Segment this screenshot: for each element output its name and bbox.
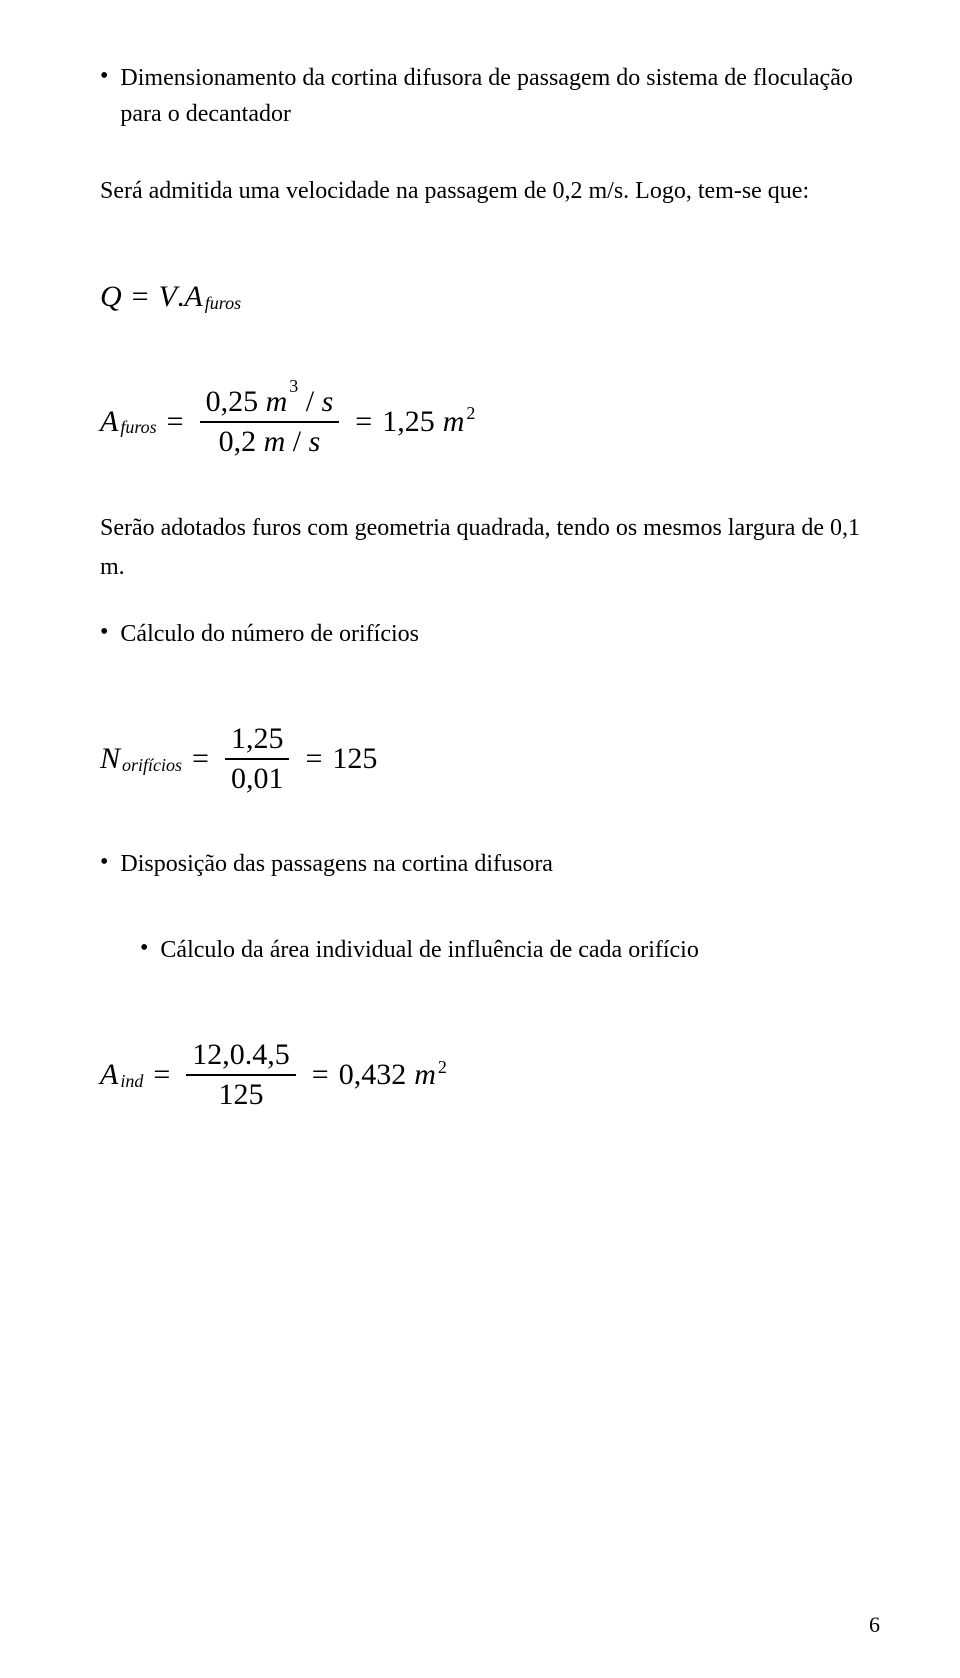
eq3-bar — [225, 758, 290, 760]
eq2-res-exp: 2 — [466, 403, 475, 424]
eq2-den: 0,2 m / s — [213, 425, 327, 459]
para-s1-2: Serão adotados furos com geometria quadr… — [100, 509, 880, 586]
eq4-bar — [186, 1074, 296, 1076]
eq4-equals1: = — [153, 1058, 170, 1092]
eq2-num-per: / — [306, 385, 314, 418]
eq3-result: 125 — [332, 742, 377, 776]
equation-afuros: A furos = 0,25 m3 / s 0,2 m / s = 1,25 m… — [100, 384, 880, 459]
bullet-s1: • Dimensionamento da cortina difusora de… — [100, 60, 880, 132]
eq4-den: 125 — [213, 1078, 270, 1112]
eq4-res-exp: 2 — [438, 1057, 447, 1078]
eq2-lhs-sub: furos — [120, 417, 156, 438]
eq1-equals: = — [132, 280, 149, 314]
eq1-v: V — [159, 280, 177, 314]
eq2-res-m: m — [443, 405, 465, 439]
eq2-fraction: 0,25 m3 / s 0,2 m / s — [200, 384, 340, 459]
eq2-den-val: 0,2 — [219, 425, 257, 458]
equation-norificios: N orifícios = 1,25 0,01 = 125 — [100, 722, 880, 796]
eq2-den-m: m — [264, 425, 286, 458]
eq4-lhs-var: A — [100, 1058, 118, 1092]
eq1-a: A — [184, 280, 202, 314]
eq4-res-val: 0,432 — [339, 1058, 407, 1092]
page-number: 6 — [869, 1612, 880, 1638]
eq2-equals2: = — [355, 405, 372, 439]
eq3-num: 1,25 — [225, 722, 290, 756]
eq2-bar — [200, 421, 340, 423]
bullet-dot-icon: • — [100, 618, 108, 647]
bullet-s2: • Cálculo do número de orifícios — [100, 616, 880, 652]
equation-aind: A ind = 12,0.4,5 125 = 0,432 m2 — [100, 1038, 880, 1112]
eq3-den: 0,01 — [225, 762, 290, 796]
eq3-lhs-var: N — [100, 742, 120, 776]
eq4-equals2: = — [312, 1058, 329, 1092]
eq2-den-per: / — [293, 425, 301, 458]
eq2-equals1: = — [167, 405, 184, 439]
eq2-num-exp: 3 — [289, 376, 298, 396]
eq1-lhs: Q — [100, 280, 122, 314]
bullet-s3: • Disposição das passagens na cortina di… — [100, 846, 880, 882]
bullet-s4: • Cálculo da área individual de influênc… — [140, 932, 880, 968]
bullet-dot-icon: • — [100, 848, 108, 877]
eq2-num-s: s — [322, 385, 334, 418]
eq2-res-val: 1,25 — [382, 405, 435, 439]
eq3-equals1: = — [192, 742, 209, 776]
eq2-num: 0,25 m3 / s — [200, 384, 340, 419]
eq2-den-s: s — [309, 425, 321, 458]
eq2-lhs-var: A — [100, 405, 118, 439]
bullet-s3-text: Disposição das passagens na cortina difu… — [120, 846, 553, 882]
eq2-num-val: 0,25 — [206, 385, 259, 418]
bullet-dot-icon: • — [100, 62, 108, 91]
equation-q-vafuros: Q = V . A furos — [100, 280, 880, 314]
para-s1-1: Será admitida uma velocidade na passagem… — [100, 172, 880, 210]
eq4-lhs-sub: ind — [120, 1071, 143, 1092]
eq4-num: 12,0.4,5 — [186, 1038, 296, 1072]
eq3-lhs-sub: orifícios — [122, 755, 182, 776]
page: • Dimensionamento da cortina difusora de… — [0, 0, 960, 1678]
bullet-s2-text: Cálculo do número de orifícios — [120, 616, 419, 652]
eq1-a-sub: furos — [205, 293, 241, 314]
bullet-s1-text: Dimensionamento da cortina difusora de p… — [120, 60, 880, 132]
eq3-equals2: = — [305, 742, 322, 776]
eq4-fraction: 12,0.4,5 125 — [186, 1038, 296, 1112]
eq4-res-m: m — [414, 1058, 436, 1092]
bullet-dot-icon: • — [140, 934, 148, 963]
eq3-fraction: 1,25 0,01 — [225, 722, 290, 796]
bullet-s4-text: Cálculo da área individual de influência… — [160, 932, 698, 968]
eq2-num-m: m — [266, 385, 288, 418]
